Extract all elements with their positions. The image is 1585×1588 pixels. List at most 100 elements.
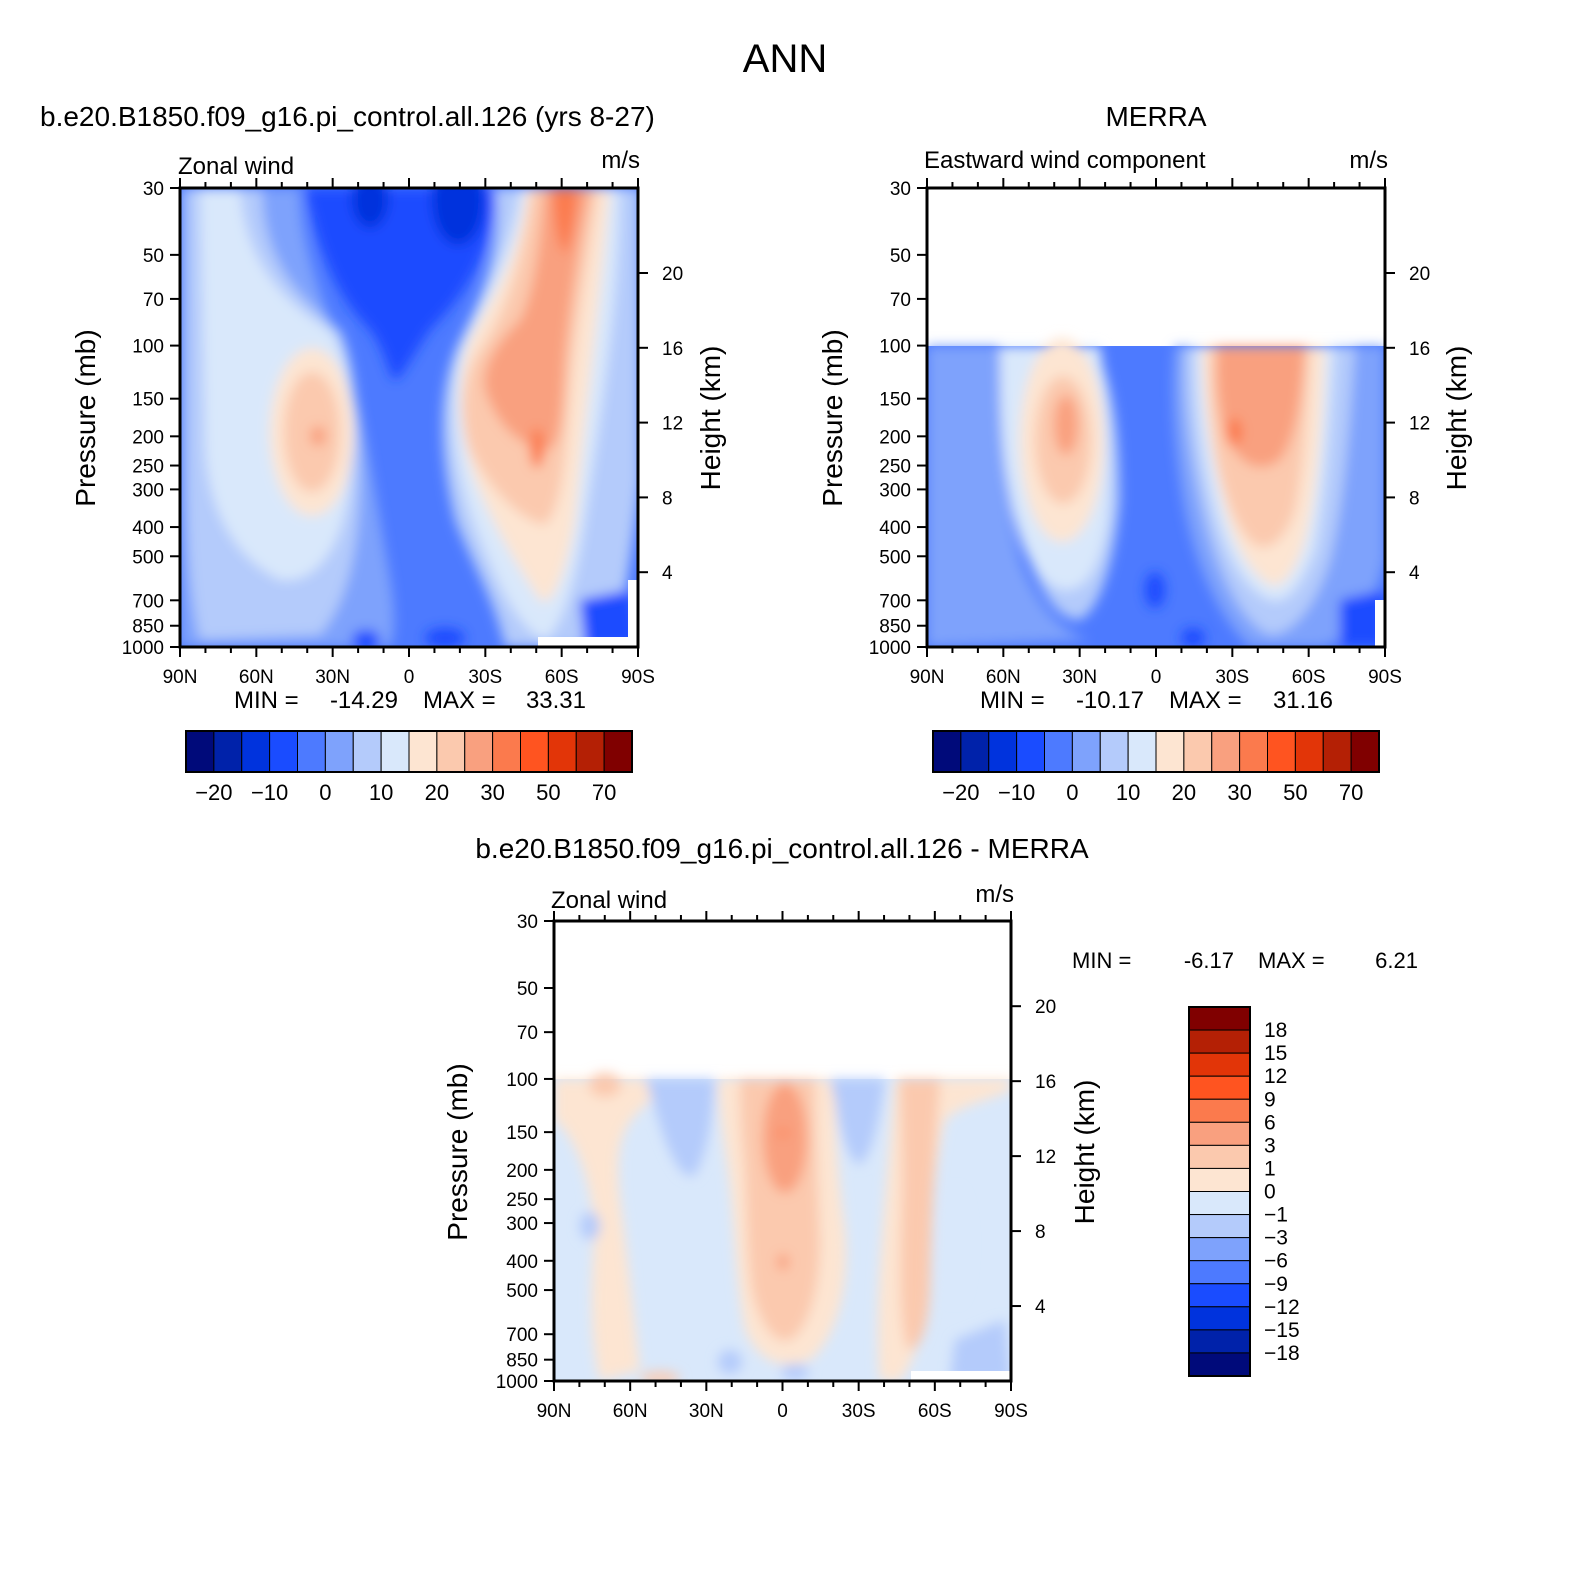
colorbar-label: 15 <box>1264 1042 1287 1065</box>
max-label: MAX = <box>1169 687 1242 714</box>
colorbar-label: 10 <box>1116 780 1140 805</box>
panel-model: b.e20.B1850.f09_g16.pi_control.all.126 (… <box>40 101 726 805</box>
colorbar-swatch <box>1188 1052 1251 1077</box>
colorbar-label: −15 <box>1264 1319 1300 1342</box>
latitude-axis: 90N 60N 30N 0 30S 60S 90S <box>537 911 1028 1422</box>
colorbar-label: −12 <box>1264 1296 1300 1319</box>
height-axis: 20 16 12 8 4 <box>638 264 683 584</box>
min-value: -6.17 <box>1184 948 1234 973</box>
colorbar-swatch <box>547 730 577 773</box>
contour-field <box>180 188 638 647</box>
latitude-tick-label: 60S <box>1292 667 1326 688</box>
colorbar-swatch <box>185 730 215 773</box>
pressure-tick-label: 200 <box>132 427 164 448</box>
colorbar-label: 30 <box>480 780 504 805</box>
colorbar-swatch <box>1188 1260 1251 1285</box>
pressure-tick-label: 50 <box>143 246 164 267</box>
height-tick-label: 8 <box>662 488 673 509</box>
pressure-tick-label: 300 <box>506 1214 538 1235</box>
max-value: 6.21 <box>1375 948 1418 973</box>
pressure-tick-label: 150 <box>132 390 164 411</box>
colorbar-swatch <box>1294 730 1324 773</box>
max-value: 31.16 <box>1273 687 1333 714</box>
colorbar-frame <box>185 730 633 773</box>
latitude-tick-label: 90N <box>910 667 945 688</box>
pressure-tick-label: 100 <box>506 1070 538 1091</box>
pressure-tick-label: 850 <box>132 617 164 638</box>
colorbar-swatch <box>1322 730 1352 773</box>
pressure-tick-label: 400 <box>879 518 911 539</box>
colorbar-label: −6 <box>1264 1250 1288 1273</box>
colorbar-swatch <box>1188 1006 1251 1031</box>
y-axis-label: Pressure (mb) <box>817 329 848 506</box>
height-tick-label: 20 <box>1035 997 1056 1018</box>
latitude-tick-label: 30S <box>842 1401 876 1422</box>
pressure-tick-label: 1000 <box>496 1372 538 1393</box>
latitude-tick-label: 0 <box>1151 667 1162 688</box>
colorbar-label: −20 <box>195 780 232 805</box>
colorbar-label: 70 <box>1339 780 1363 805</box>
colorbar-label: 20 <box>1172 780 1196 805</box>
colorbar-label: 6 <box>1264 1111 1276 1134</box>
contour-field <box>927 338 1385 647</box>
colorbar-label: −10 <box>251 780 288 805</box>
pressure-tick-label: 850 <box>506 1351 538 1372</box>
pressure-tick-label: 100 <box>879 337 911 358</box>
latitude-tick-label: 90S <box>994 1401 1028 1422</box>
colorbar-swatch <box>1183 730 1213 773</box>
colorbar-label: −20 <box>942 780 979 805</box>
latitude-axis: 90N 60N 30N 0 30S 60S 90S <box>910 178 1402 688</box>
colorbar-label: 0 <box>319 780 331 805</box>
colorbar-label: −1 <box>1264 1204 1288 1227</box>
colorbar-swatch <box>297 730 326 773</box>
latitude-tick-label: 60N <box>613 1401 648 1422</box>
colorbar-swatch <box>932 730 962 773</box>
latitude-tick-label: 60N <box>239 667 274 688</box>
latitude-tick-label: 0 <box>404 667 415 688</box>
height-tick-label: 20 <box>662 264 683 285</box>
pressure-tick-label: 30 <box>143 179 164 200</box>
colorbar-swatch <box>1188 1191 1251 1216</box>
panel-title: MERRA <box>1105 101 1206 132</box>
pressure-tick-label: 70 <box>517 1023 538 1044</box>
latitude-tick-label: 30S <box>1215 667 1249 688</box>
colorbar-swatch <box>1188 1283 1251 1308</box>
colorbar-swatch <box>988 730 1018 773</box>
height-tick-label: 8 <box>1409 488 1420 509</box>
colorbar-label: −10 <box>998 780 1035 805</box>
colorbar-swatch <box>436 730 466 773</box>
colorbar-label: 9 <box>1264 1088 1276 1111</box>
pressure-tick-label: 400 <box>132 518 164 539</box>
latitude-tick-label: 0 <box>777 1401 788 1422</box>
height-tick-label: 8 <box>1035 1222 1046 1243</box>
latitude-tick-label: 90S <box>1368 667 1402 688</box>
height-tick-label: 12 <box>1035 1147 1056 1168</box>
y2-axis-label: Height (km) <box>1069 1080 1100 1225</box>
colorbar: −20 −10 0 10 20 30 50 70 <box>932 730 1380 805</box>
pressure-tick-label: 850 <box>879 617 911 638</box>
height-tick-label: 4 <box>662 563 673 584</box>
colorbar-frame <box>932 730 1380 773</box>
colorbar-label: 50 <box>536 780 560 805</box>
colorbar-swatch <box>380 730 410 773</box>
latitude-axis: 90N 60N 30N 0 30S 60S 90S <box>163 178 655 688</box>
pressure-tick-label: 500 <box>879 547 911 568</box>
panel-units-label: m/s <box>1349 147 1388 174</box>
height-tick-label: 12 <box>662 414 683 435</box>
min-value: -14.29 <box>330 687 398 714</box>
colorbar-swatch <box>1211 730 1241 773</box>
colorbar-label: 1 <box>1264 1157 1276 1180</box>
pressure-tick-label: 700 <box>132 591 164 612</box>
colorbar-swatch <box>1188 1237 1251 1262</box>
pressure-tick-label: 250 <box>879 457 911 478</box>
colorbar-swatch <box>1188 1144 1251 1169</box>
colorbar-swatch <box>1267 730 1296 773</box>
pressure-tick-label: 100 <box>132 337 164 358</box>
colorbar-label: 18 <box>1264 1019 1287 1042</box>
colorbar-label: 30 <box>1227 780 1251 805</box>
colorbar-swatch <box>1155 730 1185 773</box>
panel-units-label: m/s <box>601 147 640 174</box>
